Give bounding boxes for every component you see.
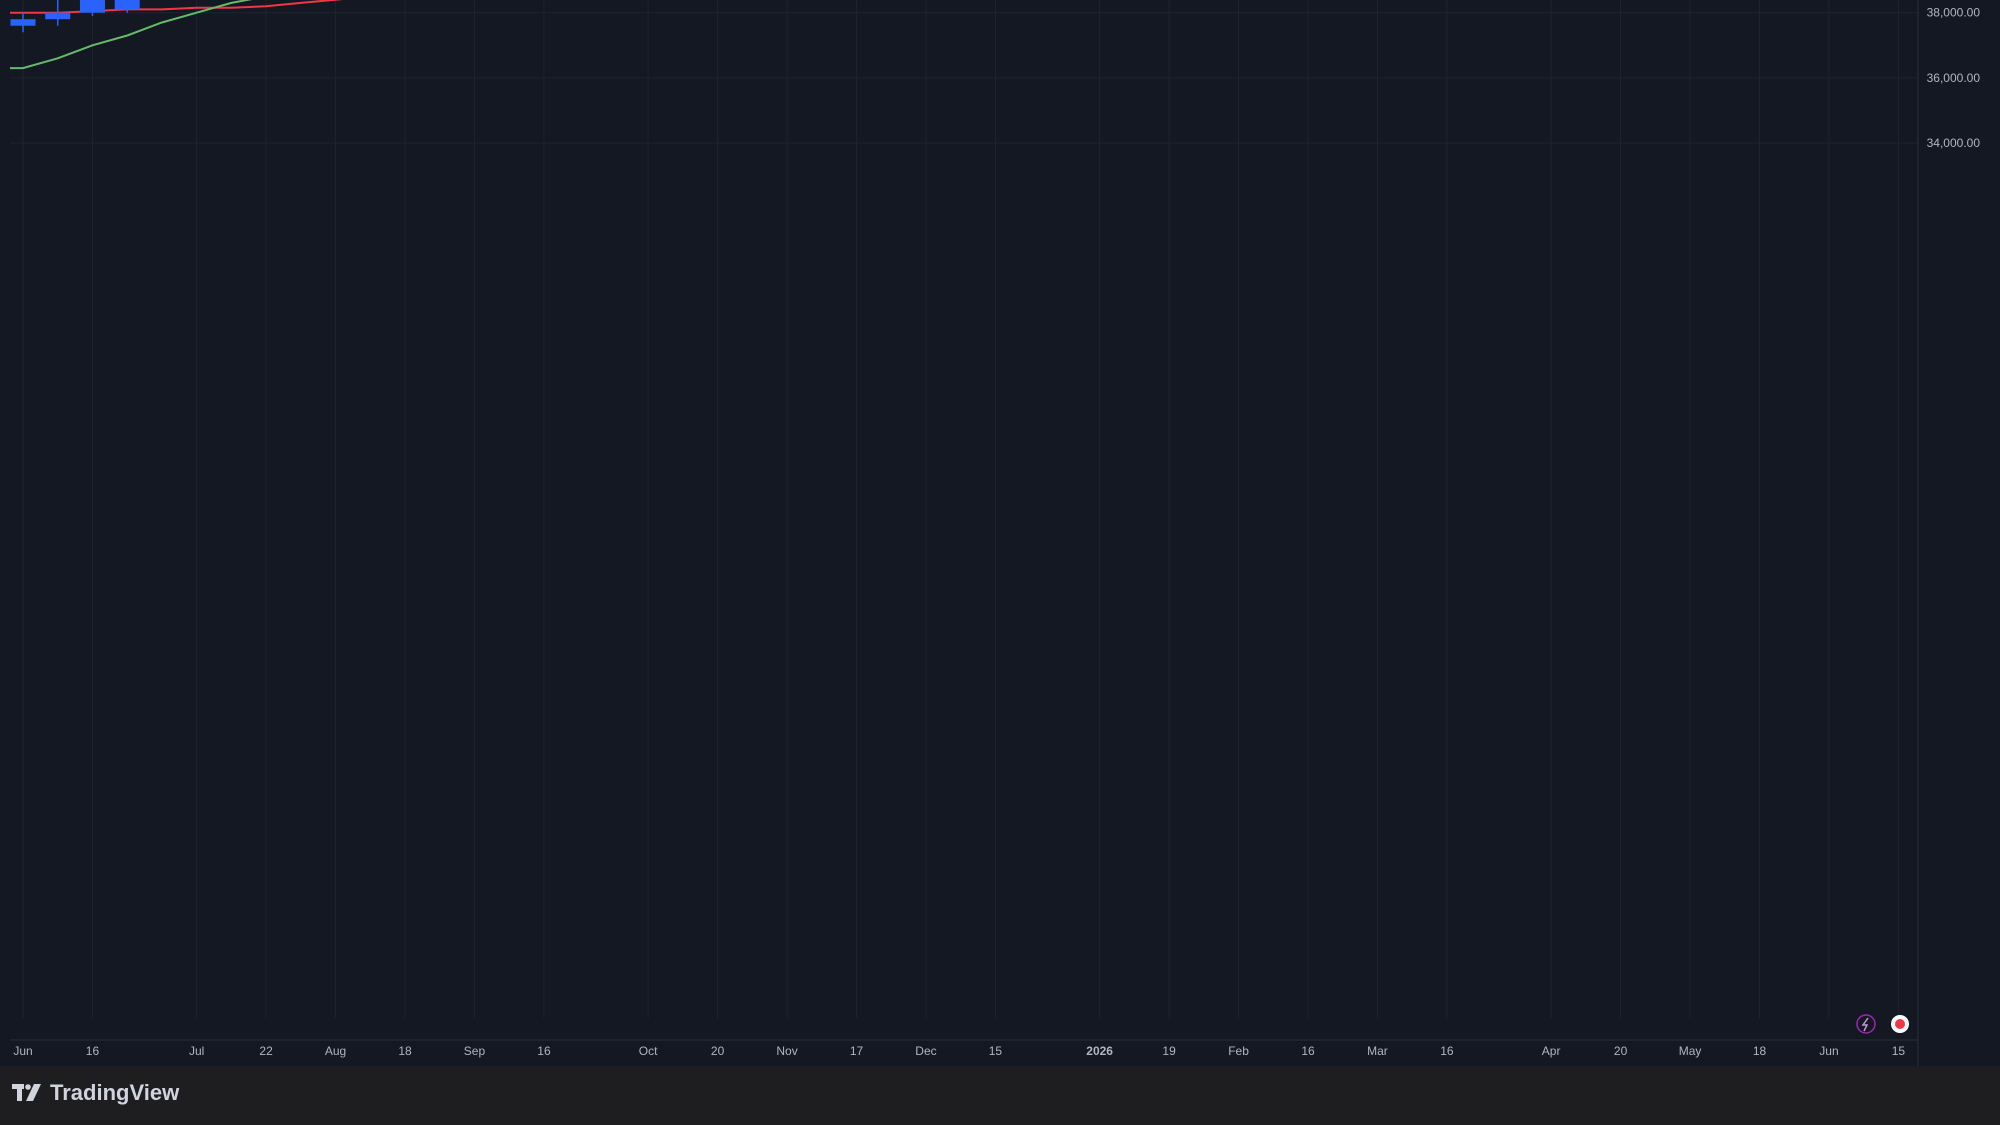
time-tick-label: Sep [464, 1044, 486, 1058]
record-dot [1895, 1019, 1905, 1029]
candle-up[interactable] [45, 12, 71, 20]
time-tick-label: 22 [259, 1044, 273, 1058]
time-tick-label: Jul [189, 1044, 204, 1058]
time-tick-label: 16 [86, 1044, 100, 1058]
time-tick-label: 2026 [1086, 1044, 1113, 1058]
chart-background [0, 0, 2000, 1066]
time-tick-label: Mar [1367, 1044, 1388, 1058]
time-tick-label: 20 [711, 1044, 725, 1058]
time-tick-label: Feb [1228, 1044, 1249, 1058]
candle-up[interactable] [79, 0, 105, 13]
time-tick-label: 16 [1440, 1044, 1454, 1058]
time-tick-label: Jun [13, 1044, 32, 1058]
time-tick-label: Apr [1542, 1044, 1561, 1058]
time-tick-label: Dec [915, 1044, 936, 1058]
time-tick-label: 17 [850, 1044, 864, 1058]
brand-name: TradingView [50, 1080, 180, 1105]
time-tick-label: 16 [1301, 1044, 1315, 1058]
time-tick-label: 15 [1892, 1044, 1906, 1058]
time-tick-label: 16 [537, 1044, 551, 1058]
lightning-icon[interactable] [1856, 1014, 1876, 1034]
time-tick-label: Oct [639, 1044, 658, 1058]
lightning-glyph [1861, 1017, 1869, 1032]
time-tick-label: May [1679, 1044, 1702, 1058]
time-tick-label: Aug [325, 1044, 346, 1058]
time-tick-label: 18 [1753, 1044, 1767, 1058]
time-tick-label: Jun [1819, 1044, 1838, 1058]
tradingview-logo-icon [12, 1082, 42, 1104]
candle-up[interactable] [10, 19, 36, 26]
moving-average-slow-line [10, 0, 344, 14]
price-tick-label: 34,000.00 [1927, 136, 1981, 150]
time-tick-label: 18 [398, 1044, 412, 1058]
footer: TradingView [0, 1066, 2000, 1125]
chart-area[interactable]: 34,000.0036,000.0038,000.0040,000.0042,0… [0, 0, 2000, 1066]
time-tick-label: 19 [1162, 1044, 1176, 1058]
candle-up[interactable] [114, 0, 140, 10]
time-tick-label: 15 [989, 1044, 1003, 1058]
time-tick-label: Nov [776, 1044, 797, 1058]
price-tick-label: 38,000.00 [1927, 6, 1981, 20]
time-tick-label: 20 [1614, 1044, 1628, 1058]
candlestick-chart[interactable]: 34,000.0036,000.0038,000.0040,000.0042,0… [0, 0, 2000, 1066]
tradingview-brand[interactable]: TradingView [12, 1080, 179, 1106]
price-tick-label: 36,000.00 [1927, 71, 1981, 85]
